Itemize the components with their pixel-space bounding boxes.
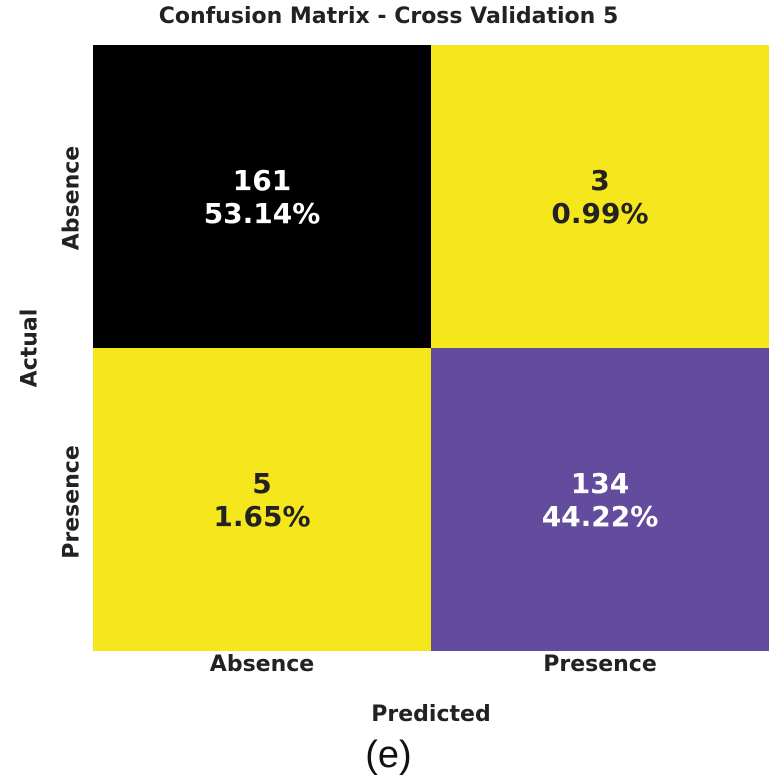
y-axis-title: Actual <box>17 308 43 388</box>
cell-absence-absence: 161 53.14% <box>93 45 431 348</box>
x-axis-title: Predicted <box>371 702 491 727</box>
y-tick-label-absence: Absence <box>59 145 85 251</box>
x-tick-label-absence: Absence <box>209 652 315 677</box>
cell-count: 5 <box>252 466 272 500</box>
cell-count: 3 <box>590 163 610 197</box>
cell-percent: 1.65% <box>213 499 311 533</box>
figure-caption: (e) <box>365 734 412 776</box>
cell-count: 161 <box>232 163 292 197</box>
cell-absence-presence: 3 0.99% <box>431 45 769 348</box>
cell-percent: 53.14% <box>203 196 321 230</box>
cell-percent: 44.22% <box>541 499 659 533</box>
chart-title: Confusion Matrix - Cross Validation 5 <box>158 4 619 29</box>
y-tick-label-presence: Presence <box>59 445 85 559</box>
cell-percent: 0.99% <box>551 196 649 230</box>
confusion-matrix: 161 53.14% 3 0.99% 5 1.65% 134 44.22% <box>93 45 769 651</box>
cell-count: 134 <box>570 466 630 500</box>
x-tick-label-presence: Presence <box>543 652 657 677</box>
cell-presence-presence: 134 44.22% <box>431 348 769 651</box>
cell-presence-absence: 5 1.65% <box>93 348 431 651</box>
